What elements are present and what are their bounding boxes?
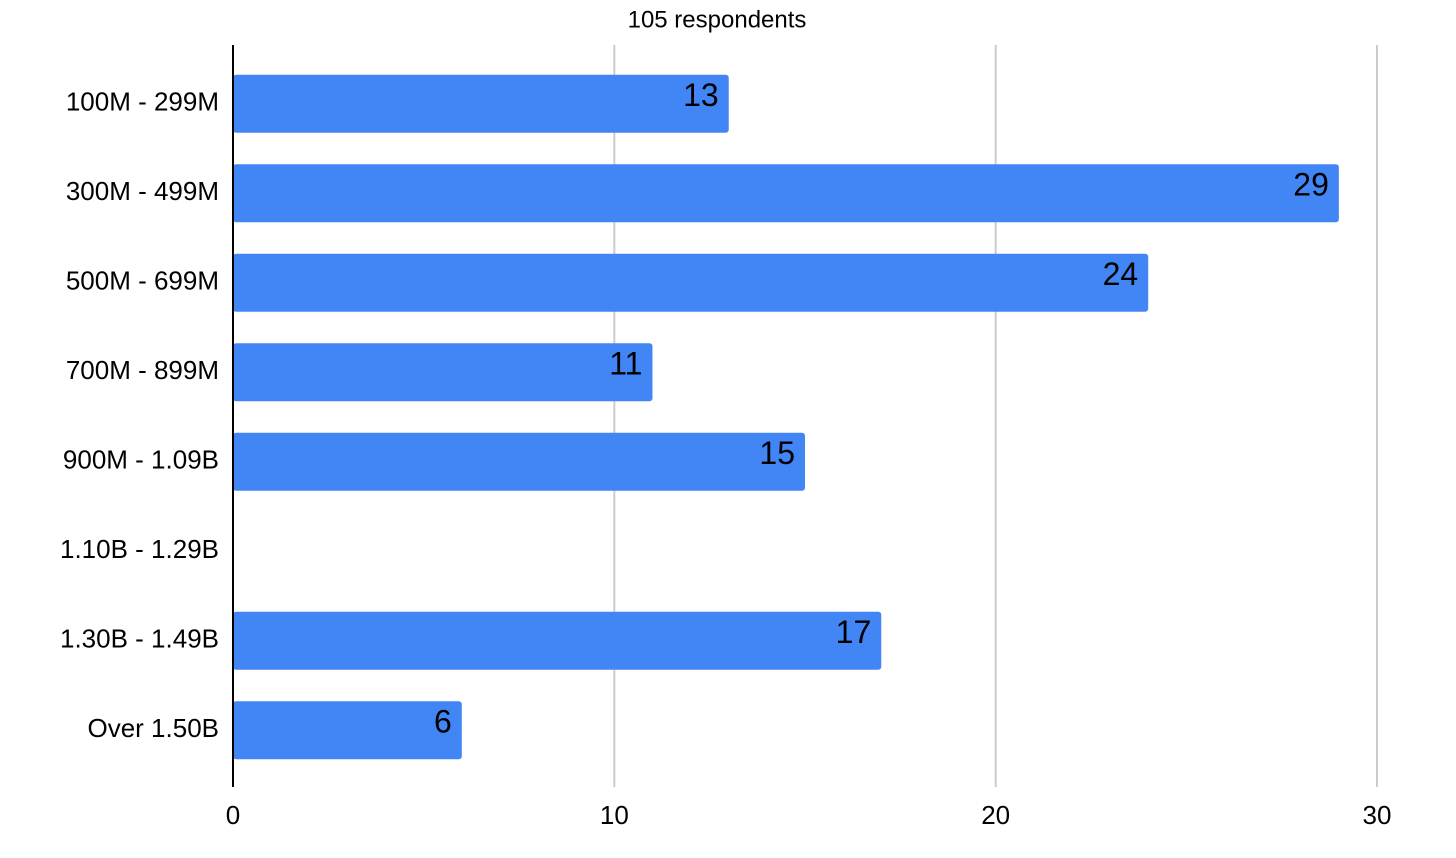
x-tick-label: 0 [226,800,240,830]
value-label: 11 [609,346,642,382]
y-tick-label: 300M - 499M [66,176,219,206]
value-label: 6 [434,704,452,740]
value-label: 29 [1293,167,1329,203]
bar [233,74,729,133]
bar [233,611,882,670]
y-tick-label: 900M - 1.09B [63,445,219,475]
x-tick-label: 10 [600,800,629,830]
value-label: 15 [759,435,795,471]
bar [233,164,1339,223]
bar [233,253,1149,312]
x-tick-label: 30 [1363,800,1392,830]
value-label: 17 [836,614,872,650]
y-tick-label: 100M - 299M [66,87,219,117]
y-tick-label: 500M - 699M [66,266,219,296]
bar [233,432,805,491]
value-label: 24 [1103,256,1139,292]
value-label: 13 [683,77,719,113]
y-tick-label: 700M - 899M [66,355,219,385]
bar [233,343,653,402]
chart-title: 105 respondents [628,6,807,33]
y-tick-label: Over 1.50B [87,713,219,743]
y-tick-label: 1.30B - 1.49B [60,624,219,654]
x-tick-label: 20 [981,800,1010,830]
y-tick-label: 1.10B - 1.29B [60,534,219,564]
bar [233,701,462,760]
